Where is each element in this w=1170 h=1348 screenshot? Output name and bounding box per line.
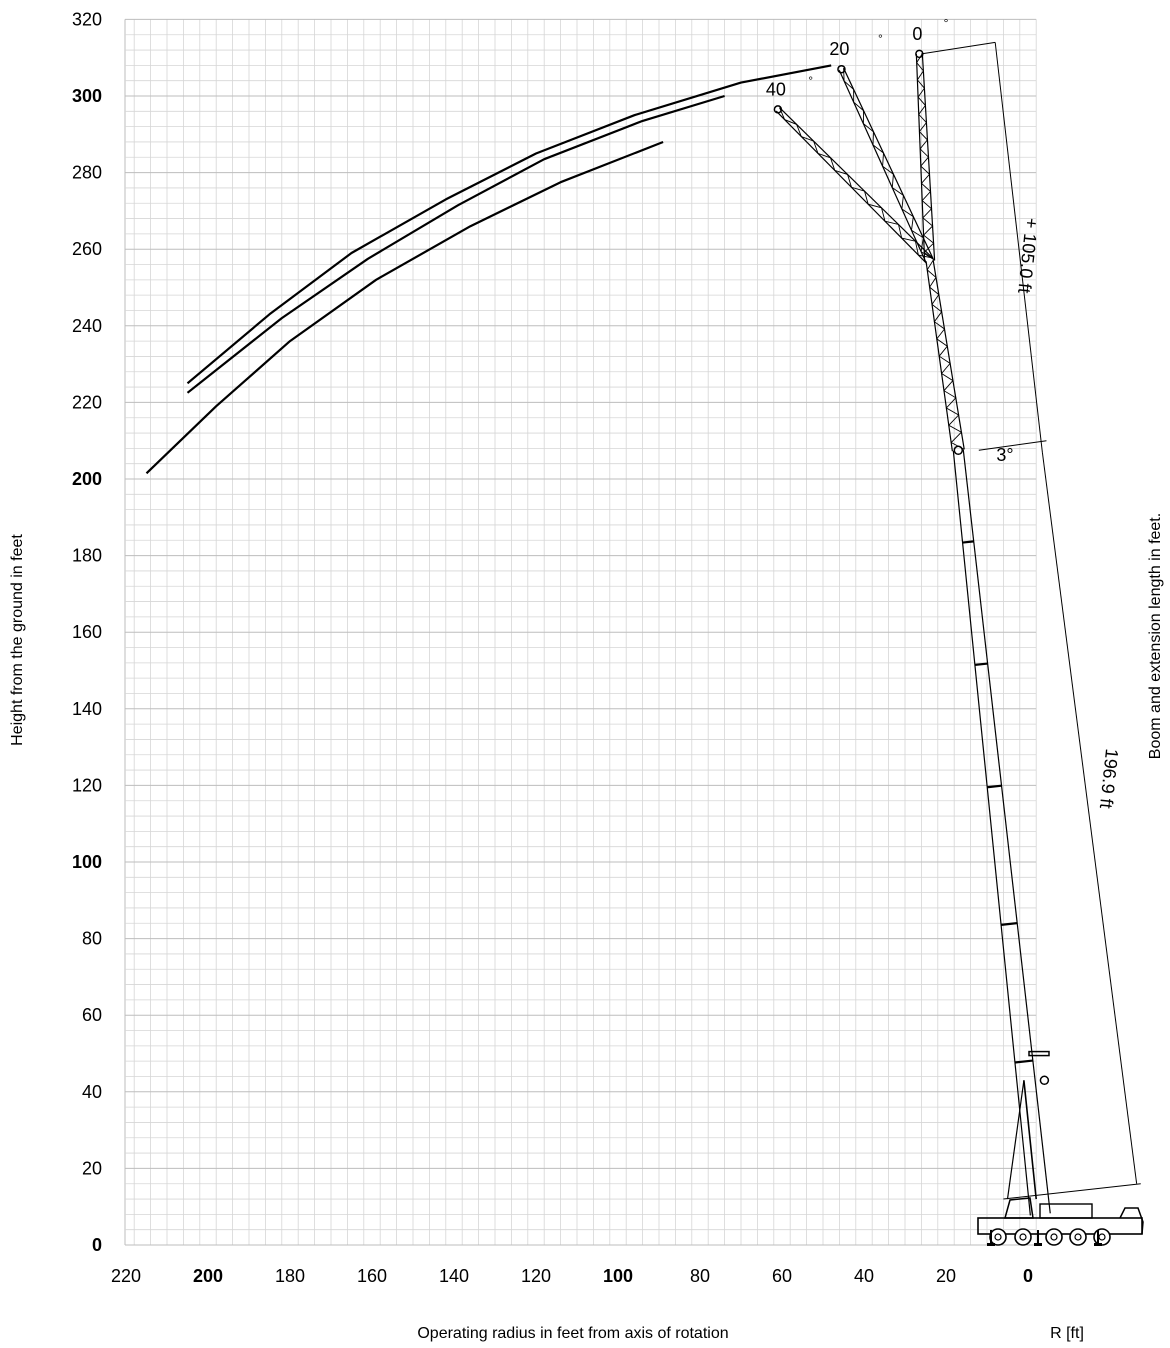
chart-grid: [124, 18, 1037, 1246]
y-tick-label: 220: [72, 392, 102, 412]
offset-angle-label: 0: [912, 24, 922, 44]
carrier-wheel: [1069, 1228, 1087, 1246]
degree-symbol: °: [808, 74, 813, 88]
x-tick-label: 120: [521, 1266, 551, 1286]
x-tick-label: 140: [439, 1266, 469, 1286]
y-tick-label: 60: [82, 1005, 102, 1025]
boom-length-axis-label: Boom and extension length in feet.: [1147, 513, 1164, 759]
x-tick-label: 40: [854, 1266, 874, 1286]
boom-section-joint: [974, 662, 988, 666]
superstructure: [1039, 1203, 1093, 1219]
reach-curve: [186, 94, 725, 394]
degree-symbol: °: [944, 16, 949, 30]
fly-jib-40-chord: [779, 107, 933, 259]
extension-lower-lacing: [926, 259, 965, 450]
boom-pivot: [1039, 1075, 1050, 1086]
dimension-extension-line: [1003, 1183, 1141, 1200]
boom-collar: [1028, 1050, 1050, 1057]
crane-cab: [1004, 1197, 1034, 1219]
boom-section-joint: [987, 784, 1002, 789]
x-tick-label: 0: [1023, 1266, 1033, 1286]
extension-angle-label: 3°: [996, 445, 1013, 465]
wheel-hub: [1050, 1233, 1058, 1241]
reach-curve: [186, 64, 832, 385]
wheel-hub: [1019, 1233, 1027, 1241]
driver-cab: [1119, 1207, 1144, 1235]
extension-lower-chord: [932, 260, 965, 450]
y-tick-label: 80: [82, 929, 102, 949]
chart-series: [145, 64, 832, 475]
degree-symbol: °: [878, 31, 883, 45]
carrier-wheel: [1093, 1228, 1111, 1246]
extension-length-label: + 105.0 ft: [1014, 217, 1042, 294]
wheel-hub: [1074, 1233, 1082, 1241]
y-axis-label: Height from the ground in feet: [9, 534, 26, 746]
fly-jib-20-lacing: [843, 68, 934, 260]
x-tick-label: 160: [357, 1266, 387, 1286]
y-tick-label: 260: [72, 239, 102, 259]
y-tick-label: 0: [92, 1235, 102, 1255]
x-axis-ticks: 220 200 180 160 140 120 100 80 60 40 20 0: [111, 1266, 1033, 1286]
x-tick-label: 80: [690, 1266, 710, 1286]
carrier-wheel: [1014, 1228, 1032, 1246]
x-tick-label: 20: [936, 1266, 956, 1286]
outrigger-pad: [987, 1243, 995, 1246]
outrigger-pad: [1034, 1243, 1042, 1246]
y-axis-ticks: 0 20 40 60 80 100 120 140 160 180 200 220 240 260 280 3…: [72, 9, 102, 1255]
luffing-cylinder: [1023, 1080, 1037, 1200]
y-tick-label: 160: [72, 622, 102, 642]
x-axis-unit-label: R [ft]: [1050, 1325, 1084, 1342]
x-axis-label: Operating radius in feet from axis of ro…: [417, 1325, 728, 1342]
y-tick-label: 300: [72, 86, 102, 106]
crane-carrier: [977, 1197, 1144, 1246]
offset-angle-label: 40: [766, 79, 786, 99]
dimension-extension-line: [921, 41, 996, 55]
y-tick-label: 240: [72, 316, 102, 336]
x-tick-label: 180: [275, 1266, 305, 1286]
boom-section-joint: [962, 540, 974, 544]
reach-curve: [145, 140, 664, 475]
crane-boom-drawing: 0 20 40 ° ° ° + 105.0 ft 196.9 ft 3°: [766, 16, 1141, 1216]
y-tick-label: 100: [72, 852, 102, 872]
outrigger-pad: [1094, 1243, 1102, 1246]
y-tick-label: 280: [72, 163, 102, 183]
dimension-line-main-boom: [1041, 452, 1138, 1184]
fly-jib-40-lacing: [779, 107, 933, 259]
main-boom-length-label: 196.9 ft: [1096, 748, 1122, 810]
offset-angle-label: 20: [829, 39, 849, 59]
boom-section-joint: [1000, 922, 1018, 926]
x-tick-label: 220: [111, 1266, 141, 1286]
boom-section-joint: [1014, 1059, 1033, 1064]
y-tick-label: 20: [82, 1158, 102, 1178]
fly-jib-20-chord: [843, 67, 934, 260]
fly-jib-0-chord: [915, 53, 926, 261]
x-tick-label: 100: [603, 1266, 633, 1286]
x-tick-label: 60: [772, 1266, 792, 1286]
main-boom-rail: [952, 450, 1031, 1216]
y-tick-label: 40: [82, 1082, 102, 1102]
carrier-wheel: [989, 1228, 1007, 1246]
jib-tip-sheave: [773, 105, 783, 114]
luffing-cylinder: [1006, 1080, 1025, 1200]
wheel-hub: [994, 1233, 1002, 1241]
extension-hinge: [953, 445, 964, 456]
y-tick-label: 320: [72, 9, 102, 29]
x-tick-label: 200: [193, 1266, 223, 1286]
dimension-line-extension: [994, 42, 1043, 453]
fly-jib-0-lacing: [916, 53, 935, 261]
y-tick-label: 140: [72, 699, 102, 719]
y-tick-label: 120: [72, 775, 102, 795]
jib-tip-sheave: [837, 64, 846, 74]
carrier-wheel: [1045, 1228, 1063, 1246]
y-tick-label: 180: [72, 546, 102, 566]
main-boom-rail: [962, 449, 1051, 1214]
dimension-extension-line: [978, 440, 1047, 451]
y-tick-label: 200: [72, 469, 102, 489]
